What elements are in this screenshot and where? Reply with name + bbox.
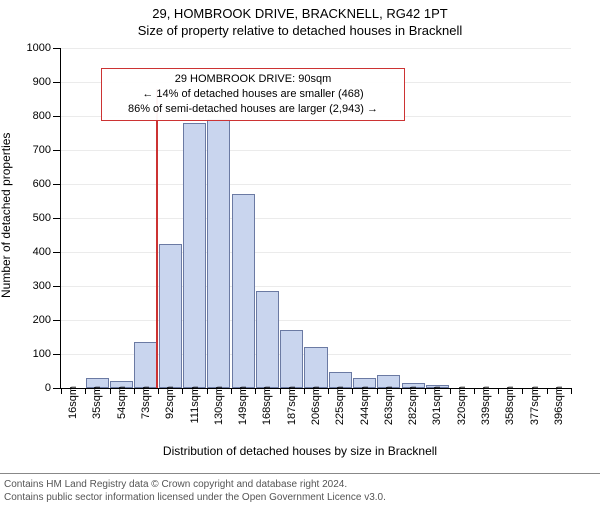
grid-line <box>61 150 571 151</box>
attribution-footer: Contains HM Land Registry data © Crown c… <box>0 473 600 504</box>
y-tick <box>53 48 61 49</box>
y-tick-label: 100 <box>33 348 51 360</box>
y-tick-label: 600 <box>33 178 51 190</box>
y-tick <box>53 320 61 321</box>
y-tick-label: 500 <box>33 212 51 224</box>
y-tick-label: 800 <box>33 110 51 122</box>
x-tick <box>110 388 111 394</box>
grid-line <box>61 286 571 287</box>
y-tick <box>53 354 61 355</box>
footer-line-1: Contains HM Land Registry data © Crown c… <box>4 478 596 491</box>
annotation-line: 29 HOMBROOK DRIVE: 90sqm <box>108 72 398 87</box>
y-tick-label: 400 <box>33 246 51 258</box>
page-title-line1: 29, HOMBROOK DRIVE, BRACKNELL, RG42 1PT <box>0 6 600 21</box>
grid-line <box>61 320 571 321</box>
histogram-chart: Number of detached properties 0100200300… <box>0 38 600 438</box>
y-tick-label: 0 <box>45 382 51 394</box>
x-tick <box>328 388 329 394</box>
x-tick <box>207 388 208 394</box>
x-tick-label: 130sqm <box>213 386 225 425</box>
x-tick-label: 206sqm <box>310 386 322 425</box>
grid-line <box>61 218 571 219</box>
x-tick-label: 111sqm <box>189 386 201 424</box>
x-tick-label: 377sqm <box>529 386 541 425</box>
plot-area: 0100200300400500600700800900100016sqm35s… <box>60 48 571 389</box>
y-axis-title: Number of detached properties <box>0 133 13 298</box>
x-tick-label: 187sqm <box>286 386 298 425</box>
x-tick <box>134 388 135 394</box>
x-tick <box>304 388 305 394</box>
annotation-line: ← 14% of detached houses are smaller (46… <box>108 87 398 102</box>
histogram-bar <box>304 347 327 388</box>
page-title-line2: Size of property relative to detached ho… <box>0 23 600 38</box>
x-tick <box>231 388 232 394</box>
y-tick-label: 200 <box>33 314 51 326</box>
y-tick <box>53 286 61 287</box>
x-tick <box>547 388 548 394</box>
footer-line-2: Contains public sector information licen… <box>4 491 596 504</box>
histogram-bar <box>207 119 230 388</box>
x-tick-label: 320sqm <box>456 386 468 425</box>
y-tick <box>53 388 61 389</box>
x-tick <box>474 388 475 394</box>
histogram-bar <box>280 330 303 388</box>
x-tick-label: 282sqm <box>407 386 419 425</box>
x-tick-label: 168sqm <box>261 386 273 425</box>
y-tick <box>53 116 61 117</box>
y-tick-label: 300 <box>33 280 51 292</box>
annotation-box: 29 HOMBROOK DRIVE: 90sqm← 14% of detache… <box>101 68 405 121</box>
x-tick <box>61 388 62 394</box>
histogram-bar <box>134 342 157 388</box>
x-tick-label: 263sqm <box>383 386 395 425</box>
histogram-bar <box>256 291 279 388</box>
x-tick-label: 92sqm <box>164 386 176 419</box>
y-tick <box>53 184 61 185</box>
x-tick-label: 358sqm <box>504 386 516 425</box>
y-tick-label: 1000 <box>27 42 51 54</box>
x-tick <box>401 388 402 394</box>
x-tick <box>571 388 572 394</box>
y-tick-label: 900 <box>33 76 51 88</box>
x-tick-label: 35sqm <box>91 386 103 419</box>
y-tick-label: 700 <box>33 144 51 156</box>
grid-line <box>61 184 571 185</box>
x-tick-label: 16sqm <box>67 386 79 419</box>
x-tick-label: 244sqm <box>359 386 371 425</box>
x-tick <box>377 388 378 394</box>
x-tick <box>158 388 159 394</box>
y-tick <box>53 252 61 253</box>
x-tick <box>522 388 523 394</box>
grid-line <box>61 48 571 49</box>
x-tick-label: 339sqm <box>480 386 492 425</box>
x-tick <box>255 388 256 394</box>
x-tick <box>498 388 499 394</box>
x-axis-title: Distribution of detached houses by size … <box>0 444 600 458</box>
x-tick-label: 225sqm <box>334 386 346 425</box>
x-tick-label: 73sqm <box>140 386 152 419</box>
x-tick <box>85 388 86 394</box>
annotation-line: 86% of semi-detached houses are larger (… <box>108 102 398 117</box>
x-tick <box>352 388 353 394</box>
x-tick <box>425 388 426 394</box>
grid-line <box>61 252 571 253</box>
histogram-bar <box>159 244 182 389</box>
histogram-bar <box>232 194 255 388</box>
x-tick-label: 301sqm <box>431 386 443 425</box>
x-tick <box>280 388 281 394</box>
x-tick-label: 54sqm <box>116 386 128 419</box>
x-tick <box>182 388 183 394</box>
y-tick <box>53 150 61 151</box>
x-tick-label: 396sqm <box>553 386 565 425</box>
y-tick <box>53 218 61 219</box>
y-tick <box>53 82 61 83</box>
x-tick-label: 149sqm <box>237 386 249 425</box>
property-marker-line <box>156 89 158 388</box>
histogram-bar <box>183 123 206 388</box>
x-tick <box>450 388 451 394</box>
